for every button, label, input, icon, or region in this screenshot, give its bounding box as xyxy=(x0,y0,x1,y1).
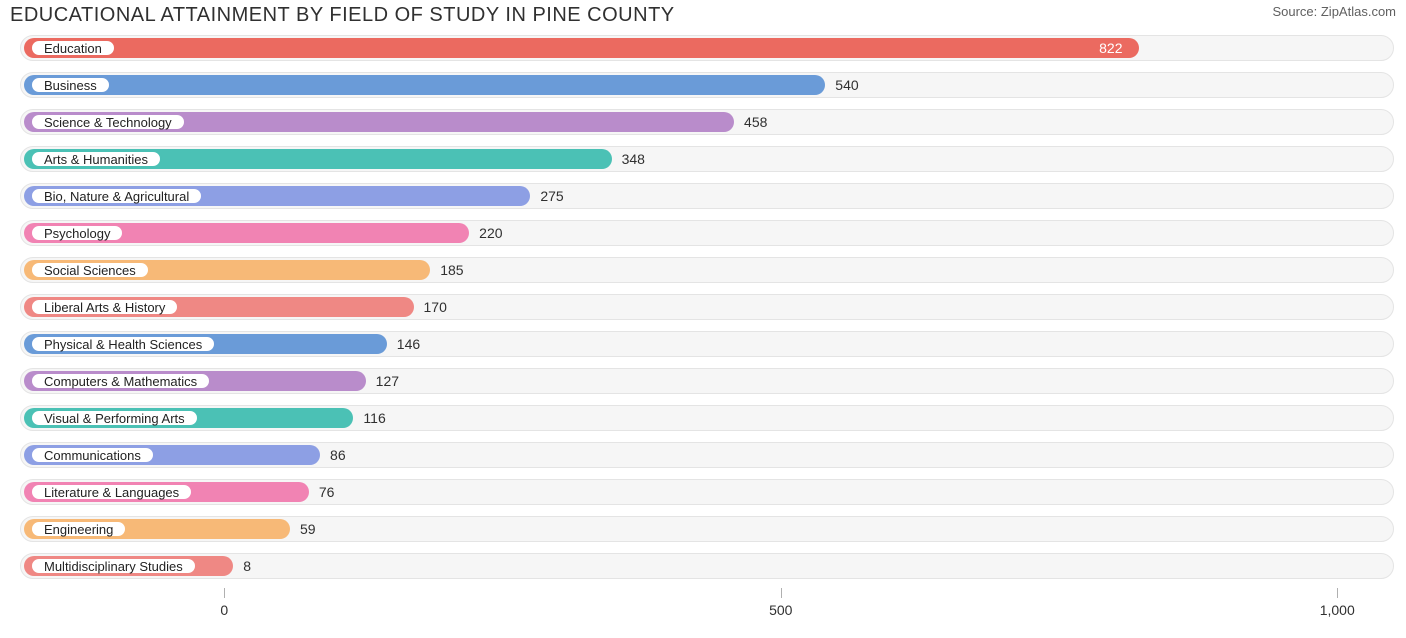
bar-value: 540 xyxy=(835,70,858,100)
chart-title: EDUCATIONAL ATTAINMENT BY FIELD OF STUDY… xyxy=(10,4,675,27)
bar-value: 127 xyxy=(376,366,399,396)
bar-value: 116 xyxy=(363,403,385,433)
bar-value: 348 xyxy=(622,144,645,174)
bar-row: Education 822 xyxy=(10,33,1396,63)
bar-row: Liberal Arts & History 170 xyxy=(10,292,1396,322)
bar-row: Literature & Languages 76 xyxy=(10,477,1396,507)
bar-label-pill: Arts & Humanities xyxy=(30,150,162,168)
x-axis-tick xyxy=(1337,588,1338,598)
bar-value: 146 xyxy=(397,329,420,359)
bar-label-pill: Physical & Health Sciences xyxy=(30,335,216,353)
bar-value: 170 xyxy=(424,292,447,322)
bar-value: 220 xyxy=(479,218,502,248)
bar-fill xyxy=(24,38,1139,58)
bar-label-pill: Liberal Arts & History xyxy=(30,298,179,316)
bar-label-pill: Social Sciences xyxy=(30,261,150,279)
bar-label-pill: Business xyxy=(30,76,111,94)
bar-label-pill: Multidisciplinary Studies xyxy=(30,557,197,575)
bar-row: Visual & Performing Arts 116 xyxy=(10,403,1396,433)
bar-row: Science & Technology 458 xyxy=(10,107,1396,137)
bar-value: 8 xyxy=(243,551,251,581)
bar-label-pill: Engineering xyxy=(30,520,127,538)
bar-value: 59 xyxy=(300,514,316,544)
bar-row: Social Sciences 185 xyxy=(10,255,1396,285)
bar-label-pill: Communications xyxy=(30,446,155,464)
chart-header: EDUCATIONAL ATTAINMENT BY FIELD OF STUDY… xyxy=(10,4,1396,27)
bar-value: 275 xyxy=(540,181,563,211)
bar-row: Multidisciplinary Studies 8 xyxy=(10,551,1396,581)
bar-row: Physical & Health Sciences 146 xyxy=(10,329,1396,359)
bar-row: Communications 86 xyxy=(10,440,1396,470)
bar-value: 86 xyxy=(330,440,346,470)
bar-row: Arts & Humanities 348 xyxy=(10,144,1396,174)
bar-row: Engineering 59 xyxy=(10,514,1396,544)
x-axis: 0 500 1,000 xyxy=(10,588,1396,628)
x-axis-tick-label: 500 xyxy=(769,602,792,618)
bar-value: 185 xyxy=(440,255,463,285)
bar-row: Computers & Mathematics 127 xyxy=(10,366,1396,396)
bar-row: Bio, Nature & Agricultural 275 xyxy=(10,181,1396,211)
x-axis-tick xyxy=(224,588,225,598)
chart-container: EDUCATIONAL ATTAINMENT BY FIELD OF STUDY… xyxy=(0,0,1406,638)
bar-label-pill: Education xyxy=(30,39,116,57)
bar-label-pill: Bio, Nature & Agricultural xyxy=(30,187,203,205)
bar-label-pill: Science & Technology xyxy=(30,113,186,131)
bar-label-pill: Psychology xyxy=(30,224,124,242)
bars-area: Education 822 Business 540 Science & Technol… xyxy=(10,33,1396,581)
chart-source: Source: ZipAtlas.com xyxy=(1272,4,1396,19)
x-axis-tick-label: 0 xyxy=(220,602,228,618)
bar-value: 76 xyxy=(319,477,335,507)
bar-label-pill: Computers & Mathematics xyxy=(30,372,211,390)
bar-value: 458 xyxy=(744,107,767,137)
bar-row: Psychology 220 xyxy=(10,218,1396,248)
x-axis-tick xyxy=(781,588,782,598)
bar-value: 822 xyxy=(1099,33,1122,63)
bar-label-pill: Literature & Languages xyxy=(30,483,193,501)
bar-row: Business 540 xyxy=(10,70,1396,100)
bar-label-pill: Visual & Performing Arts xyxy=(30,409,199,427)
x-axis-tick-label: 1,000 xyxy=(1320,602,1355,618)
bar-fill xyxy=(24,75,825,95)
